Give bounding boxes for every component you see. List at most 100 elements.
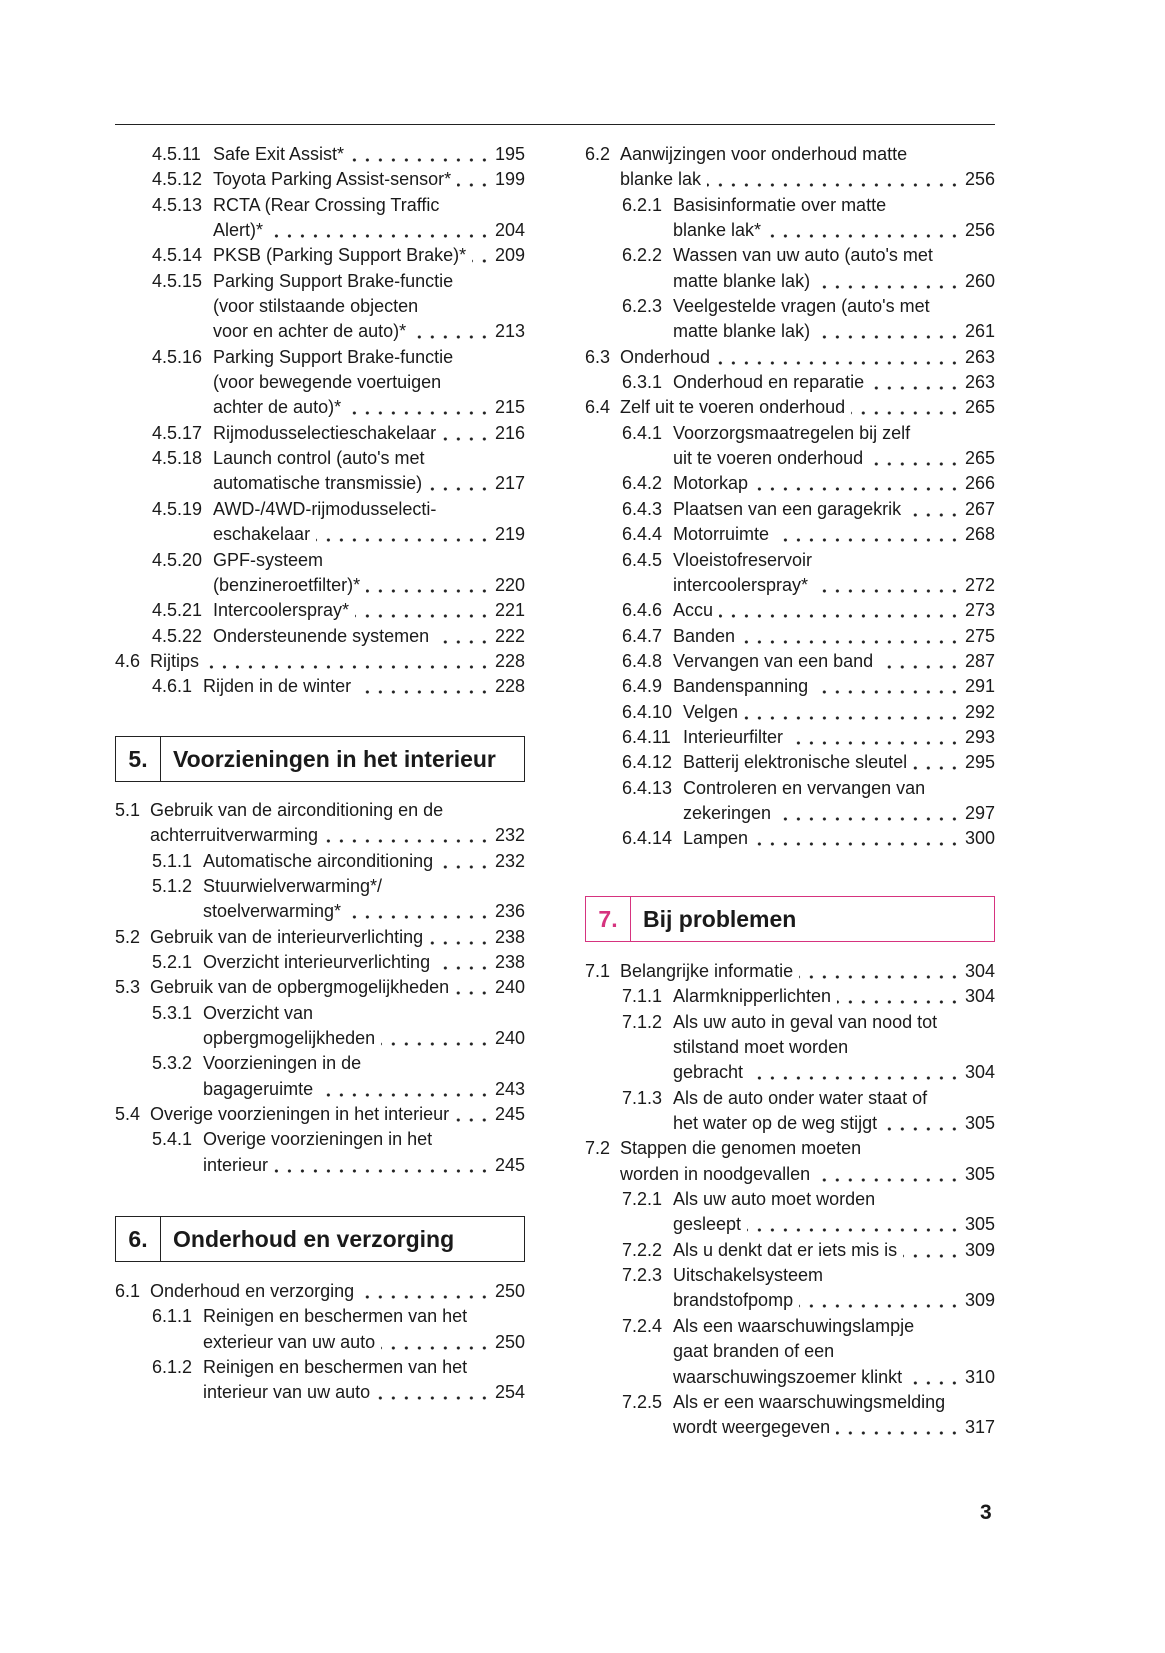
toc-entry[interactable]: 6.4.7 Banden 275 [585,623,995,649]
toc-entry-page: 232 [494,850,525,871]
toc-entry[interactable]: 7.1.1 Alarmknipperlichten 304 [585,984,995,1010]
toc-entry[interactable]: 6.2.2 Wassen van uw auto (auto's met matte… [585,243,995,294]
toc-entry[interactable]: 7.2.2 Als u denkt dat er iets mis is 309 [585,1237,995,1263]
toc-entry-title: RCTA (Rear Crossing Traffic [213,194,440,215]
toc-entry[interactable]: 6.1.1 Reinigen en beschermen van het exter… [115,1304,525,1355]
toc-entry[interactable]: 6.4.8 Vervangen van een band 287 [585,648,995,674]
toc-entry[interactable]: 6.1 Onderhoud en verzorging 250 [115,1279,525,1304]
toc-entry[interactable]: 4.5.21 Intercoolerspray* 221 [115,598,525,624]
dot-leader [357,674,491,700]
toc-entry[interactable]: 6.4.4 Motorruimte 268 [585,522,995,548]
toc-entry-title: AWD-/4WD-rijmodusselecti- [213,498,437,519]
toc-entry[interactable]: 6.4.11 Interieurfilter 293 [585,724,995,750]
toc-entry[interactable]: 6.4.9 Bandenspanning 291 [585,674,995,700]
dot-leader [799,959,961,984]
toc-entry[interactable]: 7.1.3 Als de auto onder water staat of het… [585,1086,995,1137]
toc-entry[interactable]: 4.5.17 Rijmodusselectieschakelaar 216 [115,420,525,446]
toc-entry-number: 4.6.1 [152,676,193,697]
toc-entry[interactable]: 7.2 Stappen die genomen moeten worden in n… [585,1136,995,1187]
toc-entry[interactable]: 4.5.11 Safe Exit Assist* 195 [115,142,525,167]
dot-leader [869,446,961,472]
toc-entry-number: 6.4.7 [622,625,663,646]
toc-entry-title: Alert)* [213,220,264,241]
toc-entry-title: Overige voorzieningen in het [203,1129,433,1150]
dot-leader [455,975,491,1001]
toc-entry[interactable]: 5.4 Overige voorzieningen in het interieu… [115,1102,525,1128]
dot-leader [355,598,491,624]
toc-entry-title: Aanwijzingen voor onderhoud matte [620,144,908,164]
toc-entry[interactable]: 7.2.4 Als een waarschuwingslampje gaat bra… [585,1314,995,1390]
toc-entry[interactable]: 4.5.18 Launch control (auto's met automati… [115,446,525,497]
toc-entry[interactable]: 7.1.2 Als uw auto in geval van nood tot st… [585,1010,995,1086]
toc-entry[interactable]: 7.1 Belangrijke informatie 304 [585,959,995,984]
toc-entry-title: gebracht [673,1062,744,1083]
toc-entry[interactable]: 4.5.19 AWD-/4WD-rijmodusselecti-eschakela… [115,497,525,548]
toc-entry-title: eschakelaar [213,524,311,545]
toc-entry[interactable]: 6.4.13 Controleren en vervangen van zekeri… [585,776,995,827]
toc-entry[interactable]: 5.1.1 Automatische airconditioning 232 [115,848,525,874]
toc-entry-title: Wassen van uw auto (auto's met [673,245,933,266]
toc-entry-title: achterruitverwarming [150,825,319,846]
toc-entry-title: Interieurfilter [683,726,784,747]
toc-entry-page: 222 [494,625,525,646]
toc-entry-title: Controleren en vervangen van [683,777,926,798]
toc-entry-number: 6.4 [585,397,611,418]
toc-entry[interactable]: 4.5.16 Parking Support Brake-functie (voor… [115,345,525,421]
toc-entry-title: Rijmodusselectieschakelaar [213,422,437,443]
toc-entry[interactable]: 6.4.2 Motorkap 266 [585,471,995,497]
toc-entry[interactable]: 6.2.3 Veelgestelde vragen (auto's met matt… [585,294,995,345]
toc-entry-title: stoelverwarming* [203,901,342,922]
toc-entry-page: 254 [494,1382,525,1403]
toc-entry[interactable]: 7.2.3 Uitschakelsysteem brandstofpomp 309 [585,1263,995,1314]
toc-entry-title: Basisinformatie over matte [673,194,887,215]
toc-entry[interactable]: 6.4.5 Vloeistofreservoir intercoolerspray*… [585,548,995,599]
toc-entry[interactable]: 4.5.22 Ondersteunende systemen 222 [115,623,525,649]
toc-entry[interactable]: 6.4.14 Lampen 300 [585,826,995,852]
dot-leader [350,142,491,167]
toc-entry[interactable]: 4.5.15 Parking Support Brake-functie (voor… [115,269,525,345]
dot-leader [879,648,961,674]
dot-leader [814,572,961,598]
toc-entry[interactable]: 6.3 Onderhoud 263 [585,344,995,370]
toc-entry[interactable]: 6.4 Zelf uit te voeren onderhoud 265 [585,395,995,421]
toc-entry-page: 297 [964,802,995,823]
toc-entry[interactable]: 5.3 Gebruik van de opbergmogelijkheden 240 [115,975,525,1001]
dot-leader [412,319,491,345]
dot-leader [366,572,491,598]
toc-entry[interactable]: 5.1 Gebruik van de airconditioning en de a… [115,798,525,849]
toc-entry[interactable]: 5.2.1 Overzicht interieurverlichting 238 [115,950,525,976]
toc-entry-title: Als een waarschuwingslampje [673,1315,915,1336]
toc-entry[interactable]: 6.4.6 Accu 273 [585,598,995,624]
toc-entry[interactable]: 6.2.1 Basisinformatie over matte blanke la… [585,193,995,244]
toc-entry-number: 4.5.19 [152,498,203,519]
toc-entry-title: (voor bewegende voertuigen [213,372,442,393]
toc-entry-page: 195 [494,144,525,164]
toc-entry[interactable]: 4.5.12 Toyota Parking Assist-sensor* 199 [115,167,525,193]
toc-entry[interactable]: 6.4.1 Voorzorgsmaatregelen bij zelf uit te… [585,421,995,472]
toc-entry[interactable]: 5.1.2 Stuurwielverwarming*/ stoelverwarmin… [115,874,525,925]
toc-entry[interactable]: 5.3.1 Overzicht van opbergmogelijkheden 240 [115,1001,525,1052]
toc-entry[interactable]: 4.5.14 PKSB (Parking Support Brake)* 209 [115,243,525,269]
toc-entry[interactable]: 4.5.13 RCTA (Rear Crossing Traffic Alert)*… [115,193,525,244]
toc-entry[interactable]: 4.6.1 Rijden in de winter 228 [115,674,525,700]
dot-leader [907,496,961,522]
toc-entry[interactable]: 5.2 Gebruik van de interieurverlichting 23… [115,924,525,950]
toc-entry[interactable]: 5.4.1 Overige voorzieningen in het interie… [115,1127,525,1178]
toc-entry[interactable]: 7.2.1 Als uw auto moet worden gesleept 305 [585,1187,995,1238]
toc-entry[interactable]: 4.6 Rijtips 228 [115,648,525,674]
toc-entry-page: 250 [494,1281,525,1301]
dot-leader [429,924,491,950]
toc-entry[interactable]: 6.4.10 Velgen 292 [585,699,995,725]
toc-entry[interactable]: 6.4.3 Plaatsen van een garagekrik 267 [585,496,995,522]
toc-entry[interactable]: 6.1.2 Reinigen en beschermen van het inter… [115,1355,525,1406]
toc-entry[interactable]: 6.4.12 Batterij elektronische sleutel 295 [585,750,995,776]
toc-entry[interactable]: 5.3.2 Voorzieningen in de bagageruimte 243 [115,1051,525,1102]
toc-entry[interactable]: 7.2.5 Als er een waarschuwingsmelding word… [585,1390,995,1441]
toc-entry-number: 6.4.5 [622,549,663,570]
dot-leader [754,471,961,497]
toc-entry[interactable]: 6.3.1 Onderhoud en reparatie 263 [585,370,995,396]
toc-entry-title: Lampen [683,828,749,849]
toc-entry[interactable]: 6.2 Aanwijzingen voor onderhoud matte blan… [585,142,995,193]
toc-entry-title: bagageruimte [203,1078,314,1099]
toc-entry[interactable]: 4.5.20 GPF-systeem (benzineroetfilter)* 220 [115,548,525,599]
